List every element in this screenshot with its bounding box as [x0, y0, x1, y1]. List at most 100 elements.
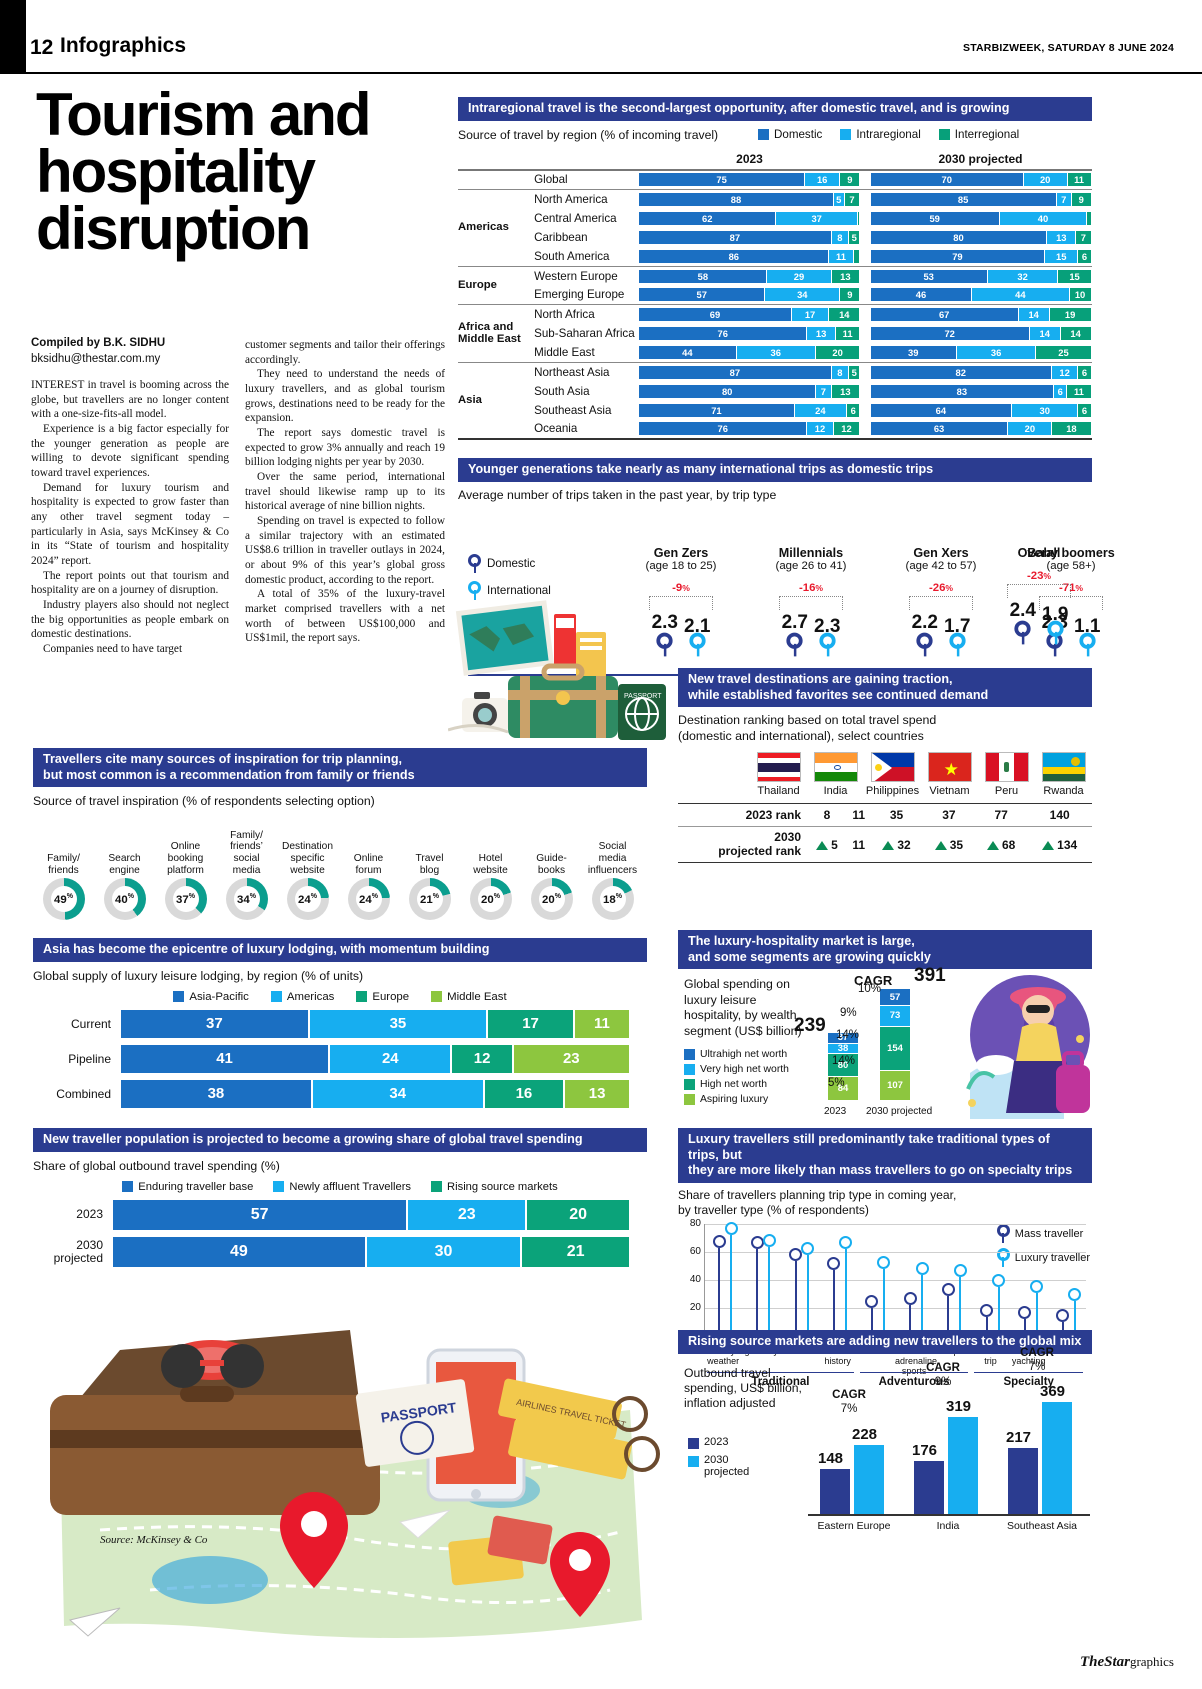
- legend: 2023 2030 projected: [688, 1436, 749, 1483]
- stacked-bar: 76 12 12: [639, 422, 861, 436]
- panel-title-line2: they are more likely than mass traveller…: [688, 1163, 1073, 1178]
- lollipop-luxury: [877, 1255, 891, 1335]
- group-underline: [707, 1371, 854, 1374]
- donut-value: 20%: [481, 893, 500, 906]
- article-column-2: customer segments and tailor their offer…: [245, 338, 445, 646]
- dateline: STARBIZWEEK, SATURDAY 8 JUNE 2024: [962, 42, 1174, 54]
- country-cell: ★ Vietnam: [921, 752, 978, 797]
- generation-age: (age 42 to 57): [905, 560, 977, 573]
- lollipop-mass: [980, 1303, 993, 1335]
- paragraph: Over the same period, international trav…: [245, 471, 445, 513]
- legend-item: Americas: [270, 991, 334, 1003]
- bar-segment: 29: [767, 269, 832, 283]
- bar-segment: 19: [1049, 308, 1092, 322]
- paragraph: Experience is a big factor especially fo…: [31, 423, 229, 480]
- stacked-bar: 75 16 9: [639, 173, 861, 187]
- lollipop-luxury: [992, 1274, 1005, 1335]
- year-2030-label: 2030 projected: [938, 151, 1023, 166]
- bar-2023: 80 7 13: [639, 382, 861, 401]
- generation-age: (age 18 to 25): [645, 560, 717, 573]
- legend-label: Luxury traveller: [1014, 1251, 1090, 1264]
- map-pin-head-icon: [915, 1261, 929, 1275]
- group-label: Adventurous: [878, 1375, 950, 1388]
- bar-2023: 87 8 5: [639, 363, 861, 382]
- row-label: Combined: [56, 1086, 111, 1101]
- cagr-block: CAGR 7%: [1020, 1346, 1054, 1373]
- panel-subtitle: Destination ranking based on total trave…: [678, 713, 1092, 744]
- bar-segment: 14: [1029, 327, 1061, 341]
- bar-segment: 37: [776, 212, 859, 226]
- row-label: Global: [534, 173, 568, 187]
- bars: [914, 1417, 978, 1514]
- legend-item: International: [468, 580, 551, 600]
- logo-star: TheStar: [1079, 1654, 1130, 1670]
- bar-2030: 63 20 18: [870, 420, 1092, 439]
- inspiration-label: Online booking platform: [167, 841, 204, 876]
- table-row: Europe Western Europe 58 29 13 53 32 15: [458, 267, 1092, 291]
- lodging-bars: Current 37 35 17 11 Pipeline 41 24 12 23 Combined 3…: [33, 1009, 647, 1108]
- panel-luxury-lodging: Asia has become the epicentre of luxury …: [33, 938, 647, 1108]
- domestic-value: 2.3: [651, 612, 678, 634]
- legend-label: International: [487, 583, 551, 597]
- cagr-value: 9%: [840, 1007, 857, 1020]
- panel-title: Intraregional travel is the second-large…: [458, 97, 1092, 121]
- bar-segment: 75: [639, 173, 806, 187]
- row-label: 2030 projected rank: [678, 826, 807, 863]
- table-row: Central America 62 37 59 40: [458, 209, 1092, 228]
- group-underline: [974, 1371, 1083, 1374]
- legend-label: Intraregional: [856, 128, 921, 142]
- bar-segment: 5: [849, 365, 861, 379]
- bar-segment: 23: [513, 1044, 631, 1073]
- x-axis-label: India: [936, 1519, 960, 1532]
- legend-swatch: [684, 1064, 695, 1076]
- header-rule: [0, 72, 1202, 74]
- inspiration-item: Online forum 24%: [338, 816, 399, 921]
- legend-swatch: [938, 129, 950, 141]
- stacked-bar: 67 14 19: [870, 308, 1092, 322]
- legend: Domestic Intraregional Interregional: [758, 128, 1037, 141]
- legend-label: Domestic: [774, 128, 823, 142]
- bar-segment: 6: [1078, 365, 1092, 379]
- gridline: [705, 1223, 1086, 1225]
- cagr-value: 5%: [828, 1077, 845, 1090]
- legend-item: Domestic: [468, 553, 551, 573]
- bar-segment: 69: [639, 308, 792, 322]
- bar-segment: 7: [816, 384, 832, 398]
- row-label: Caribbean: [534, 231, 588, 245]
- rank-value-2023: 11: [847, 803, 871, 828]
- region-group-label: Africa and Middle East: [458, 320, 521, 346]
- bar-segment: 16: [805, 173, 841, 187]
- bar-segment: 41: [121, 1044, 331, 1073]
- map-pin-head-icon: [801, 1241, 814, 1255]
- country-cell: India: [807, 752, 864, 797]
- stacked-bar: 58 29 13: [639, 269, 861, 283]
- inspiration-label: Family/friends’ social media: [230, 829, 263, 876]
- stacked-bar: 82 12 6: [870, 365, 1092, 379]
- paragraph: customer segments and tailor their offer…: [245, 339, 445, 366]
- table-separator: [458, 304, 1092, 306]
- legend-label: Asia-Pacific: [189, 990, 249, 1003]
- x-axis-label: 2030 projected: [866, 1106, 933, 1118]
- outbound-row: 2023 57 23 20: [33, 1199, 647, 1230]
- lollipop-luxury: [915, 1261, 929, 1335]
- panel-subtitle: Global supply of luxury leisure lodging,…: [33, 968, 364, 983]
- outbound-row: 2030 projected 49 30 21: [33, 1236, 647, 1267]
- table-separator: [458, 437, 1092, 441]
- panel-subtitle: Share of global outbound travel spending…: [33, 1158, 280, 1173]
- bar-segment: 36: [956, 345, 1037, 359]
- bar-segment: 5: [833, 193, 845, 207]
- bar-segment: 13: [831, 269, 861, 283]
- table-separator: [458, 265, 1092, 267]
- panel-title: Luxury travellers still predominantly ta…: [678, 1128, 1092, 1184]
- map-pin-icon: [656, 632, 673, 657]
- map-pin-icon: [468, 553, 481, 573]
- map-pin-icon: [996, 1224, 1010, 1244]
- legend-item: Aspiring luxury: [684, 1094, 789, 1106]
- paragraph: INTEREST in travel is booming across the…: [31, 379, 229, 421]
- bar-segment: 18: [1052, 422, 1092, 436]
- legend-swatch: [758, 129, 769, 141]
- gridline: [705, 1251, 1086, 1253]
- y-axis-tick: 40: [689, 1273, 701, 1285]
- gridline: [705, 1279, 1086, 1281]
- change-percent: -71%: [1058, 582, 1084, 595]
